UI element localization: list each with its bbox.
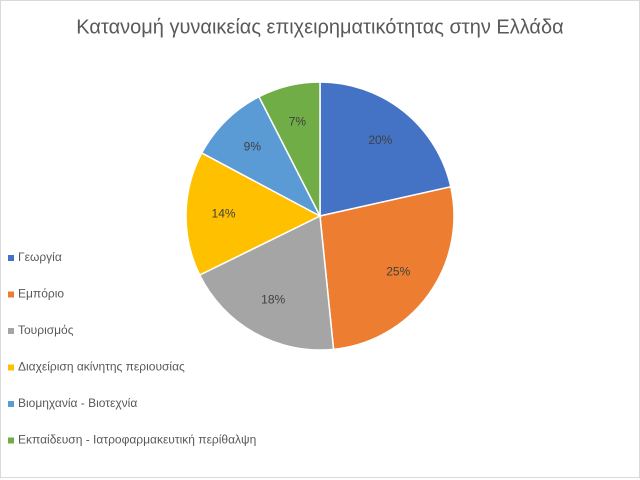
legend-swatch [8,291,14,298]
pie-slice [257,81,321,217]
legend-label: Τουρισμός [18,323,74,337]
legend-label: Εμπόριο [18,287,64,301]
pie-slice [319,185,455,351]
data-label: 9% [244,139,262,153]
data-label: 7% [289,114,307,128]
legend-swatch [8,401,14,407]
pie-slice [185,151,322,277]
data-label: 14% [212,207,236,221]
data-label: 25% [386,265,410,279]
legend-label: Εκπαίδευση - Ιατροφαρμακευτική περίθαλψη [18,433,256,447]
data-label: 20% [368,133,392,147]
legend-swatch [8,364,14,371]
legend-label: Διαχείριση ακίνητης περιουσίας [18,360,185,374]
legend-label: Βιομηχανία - Βιοτεχνία [18,396,137,410]
data-label: 18% [261,293,285,307]
pie-slice [200,95,322,218]
legend-swatch [8,255,14,261]
pie-slice [198,214,335,351]
legend-swatch [8,328,14,334]
legend-swatch [8,437,14,444]
pie-slice [319,81,452,217]
chart-title: Κατανομή γυναικείας επιχειρηματικότητας … [76,16,563,38]
legend-label: Γεωργία [18,250,62,264]
